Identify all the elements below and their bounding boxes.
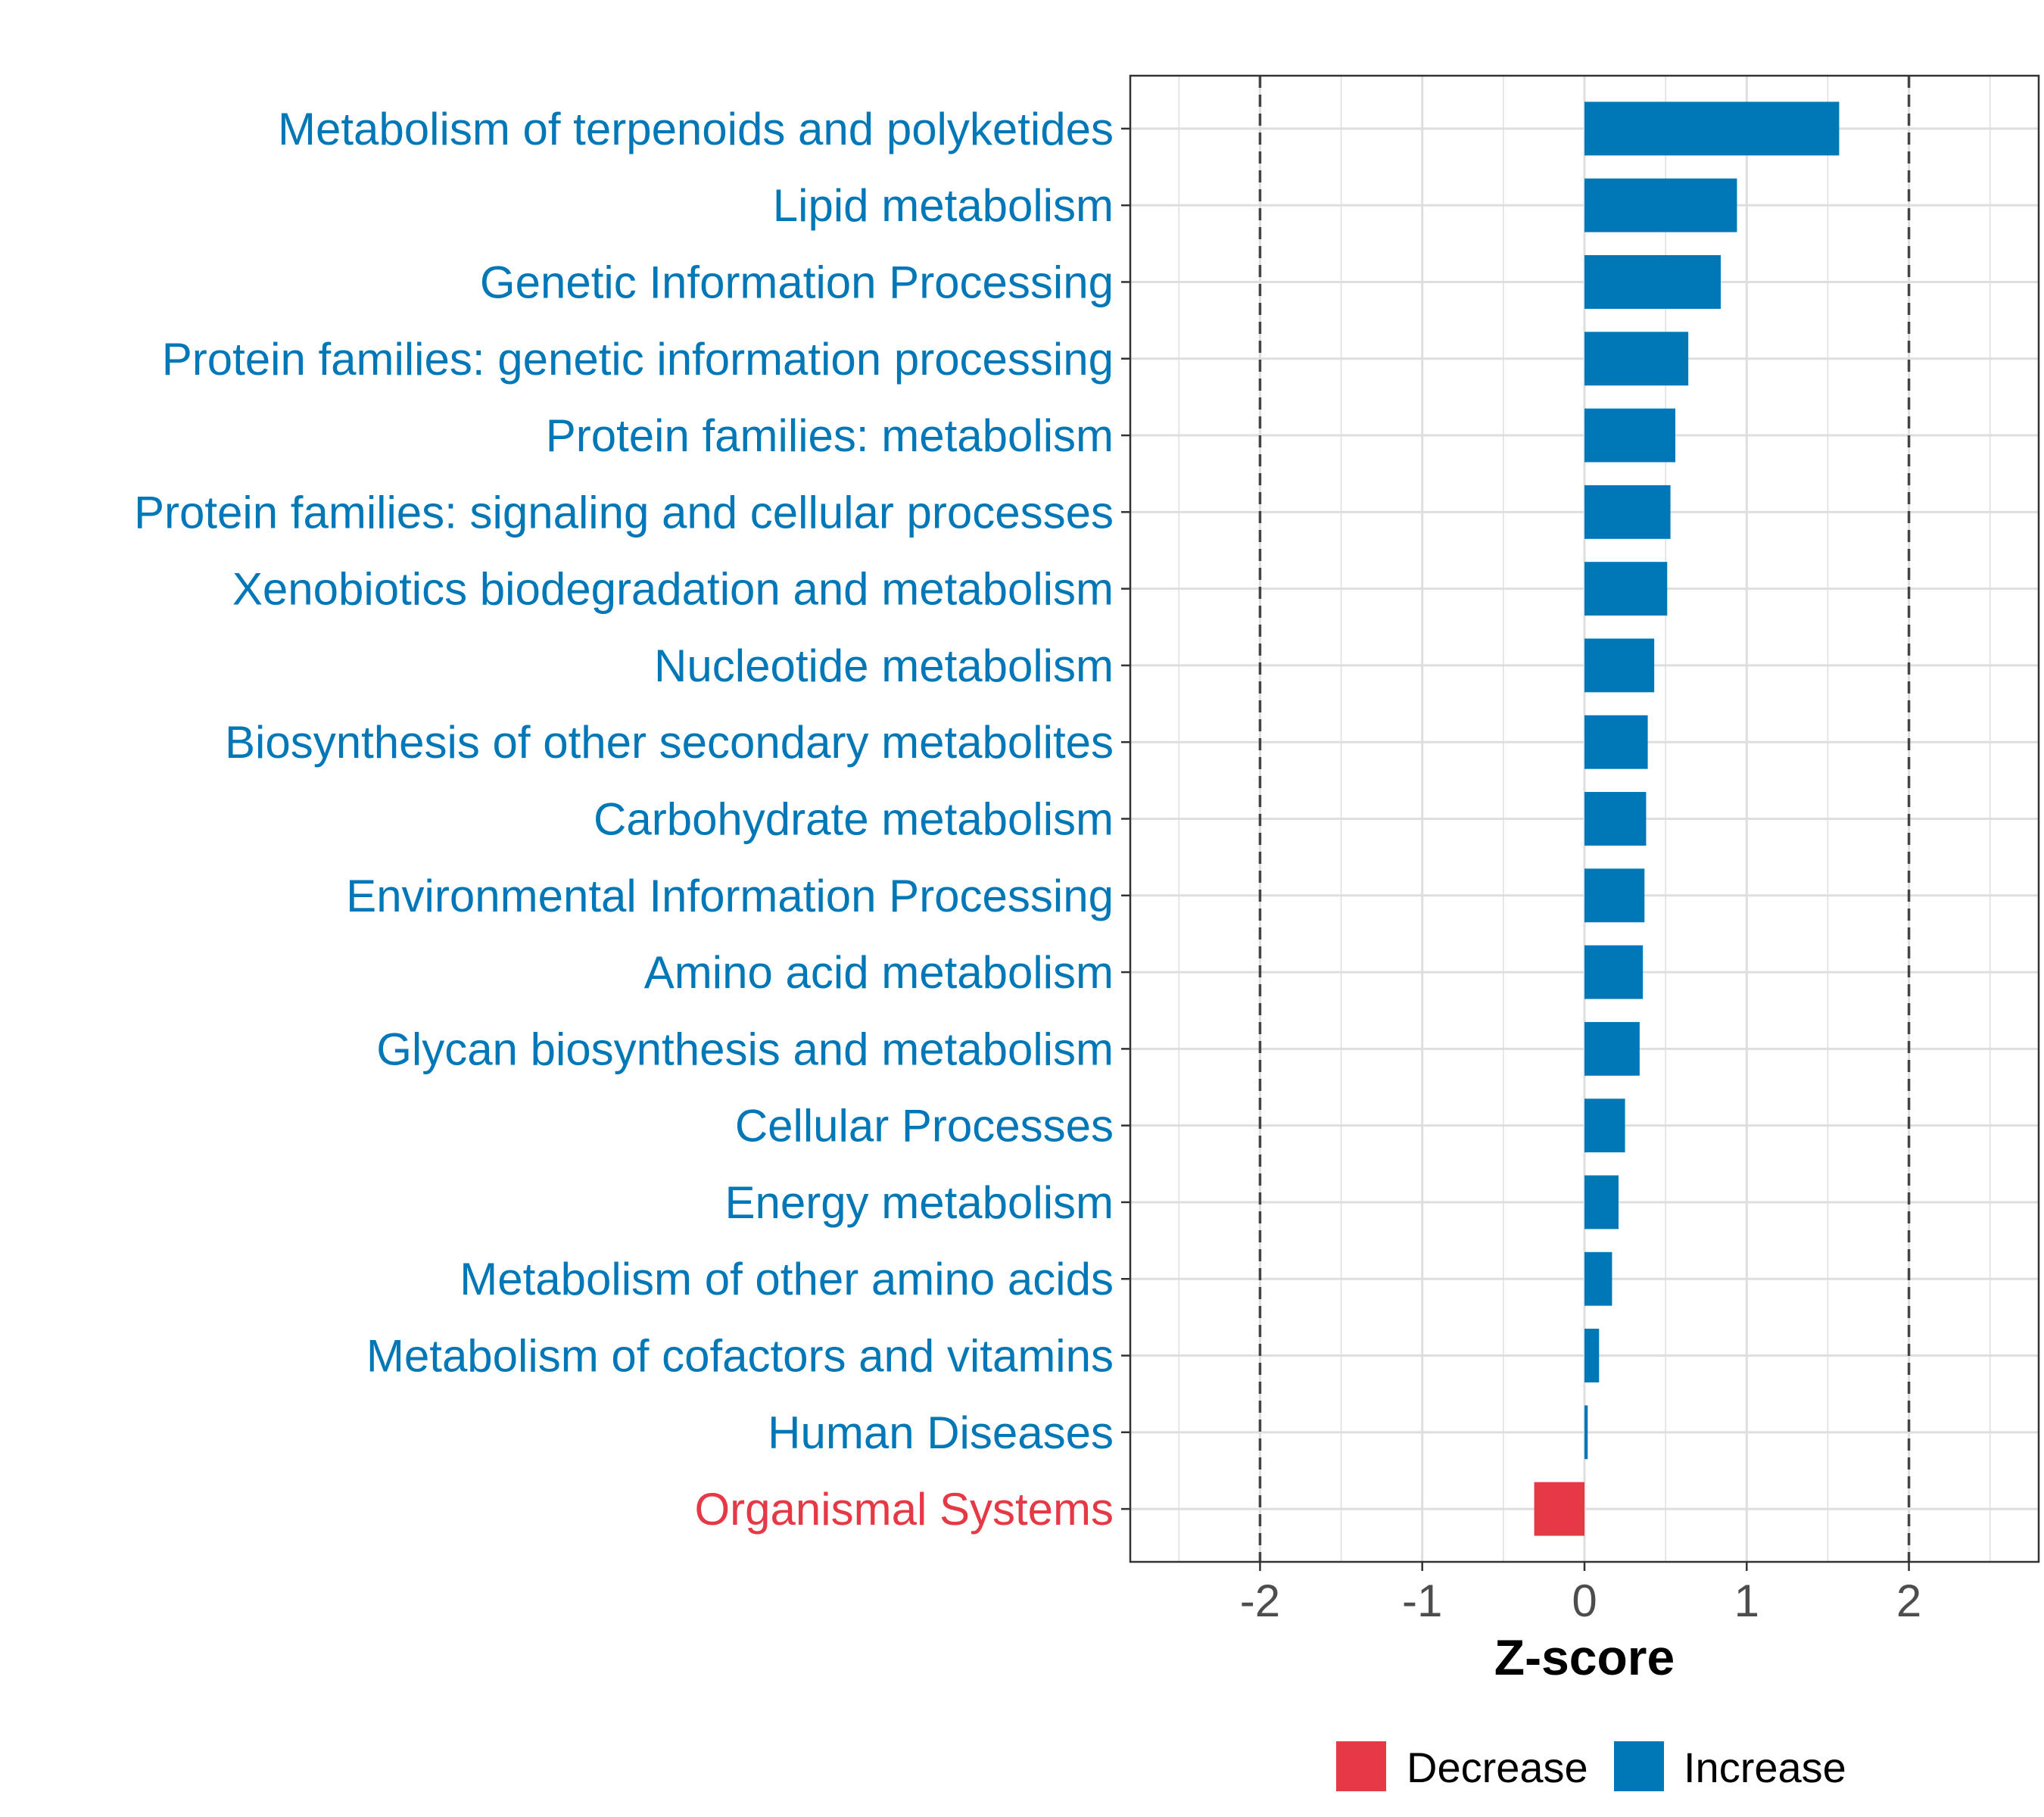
legend-swatch-increase <box>1614 1741 1664 1791</box>
bar <box>1584 101 1840 156</box>
bar <box>1584 562 1668 616</box>
bar <box>1584 255 1721 309</box>
category-label: Metabolism of other amino acids <box>460 1254 1114 1304</box>
bar <box>1584 485 1671 539</box>
category-label: Protein families: metabolism <box>546 410 1114 461</box>
legend-label-decrease: Decrease <box>1407 1744 1588 1791</box>
bar <box>1584 408 1675 463</box>
category-label: Organismal Systems <box>695 1484 1114 1535</box>
bar <box>1584 1021 1640 1076</box>
bar <box>1584 178 1737 232</box>
reference-lines <box>1258 76 1911 1562</box>
bar <box>1584 1251 1612 1306</box>
legend-label-increase: Increase <box>1684 1744 1846 1791</box>
category-label: Genetic Information Processing <box>480 257 1114 307</box>
bar <box>1584 332 1689 386</box>
category-label: Environmental Information Processing <box>346 871 1114 921</box>
bar <box>1534 1482 1584 1536</box>
category-label: Protein families: signaling and cellular… <box>134 487 1114 538</box>
category-label: Protein families: genetic information pr… <box>162 334 1114 385</box>
category-label: Metabolism of terpenoids and polyketides <box>278 104 1114 154</box>
category-label: Xenobiotics biodegradation and metabolis… <box>232 564 1114 615</box>
x-tick-label: -1 <box>1402 1575 1442 1626</box>
legend-swatch-decrease <box>1336 1741 1386 1791</box>
x-tick-label: 0 <box>1572 1575 1597 1626</box>
category-label: Human Diseases <box>768 1407 1114 1458</box>
x-tick-label: 2 <box>1896 1575 1921 1626</box>
bar <box>1584 1329 1600 1382</box>
category-labels: Metabolism of terpenoids and polyketides… <box>134 104 1130 1535</box>
bar <box>1584 1405 1588 1460</box>
x-axis-ticks: -2 -1 0 1 2 <box>1240 1562 1921 1626</box>
bars-layer <box>1534 101 1840 1536</box>
bar <box>1584 792 1647 846</box>
x-tick-label: -2 <box>1240 1575 1280 1626</box>
bar <box>1584 945 1644 999</box>
bar <box>1584 638 1655 693</box>
category-label: Nucleotide metabolism <box>654 640 1114 691</box>
category-label: Lipid metabolism <box>773 180 1114 231</box>
legend: Decrease Increase <box>1336 1741 1846 1791</box>
category-label: Cellular Processes <box>735 1101 1114 1152</box>
bar <box>1584 1175 1619 1230</box>
bar <box>1584 715 1648 769</box>
category-label: Amino acid metabolism <box>644 947 1114 998</box>
category-label: Glycan biosynthesis and metabolism <box>376 1024 1114 1074</box>
category-label: Energy metabolism <box>724 1177 1114 1228</box>
bar <box>1584 1099 1625 1153</box>
bar <box>1584 868 1645 923</box>
category-label: Biosynthesis of other secondary metaboli… <box>225 717 1114 768</box>
x-axis-title: Z-score <box>1494 1629 1675 1685</box>
category-label: Metabolism of cofactors and vitamins <box>366 1331 1114 1382</box>
x-tick-label: 1 <box>1734 1575 1759 1626</box>
category-label: Carbohydrate metabolism <box>594 794 1114 845</box>
